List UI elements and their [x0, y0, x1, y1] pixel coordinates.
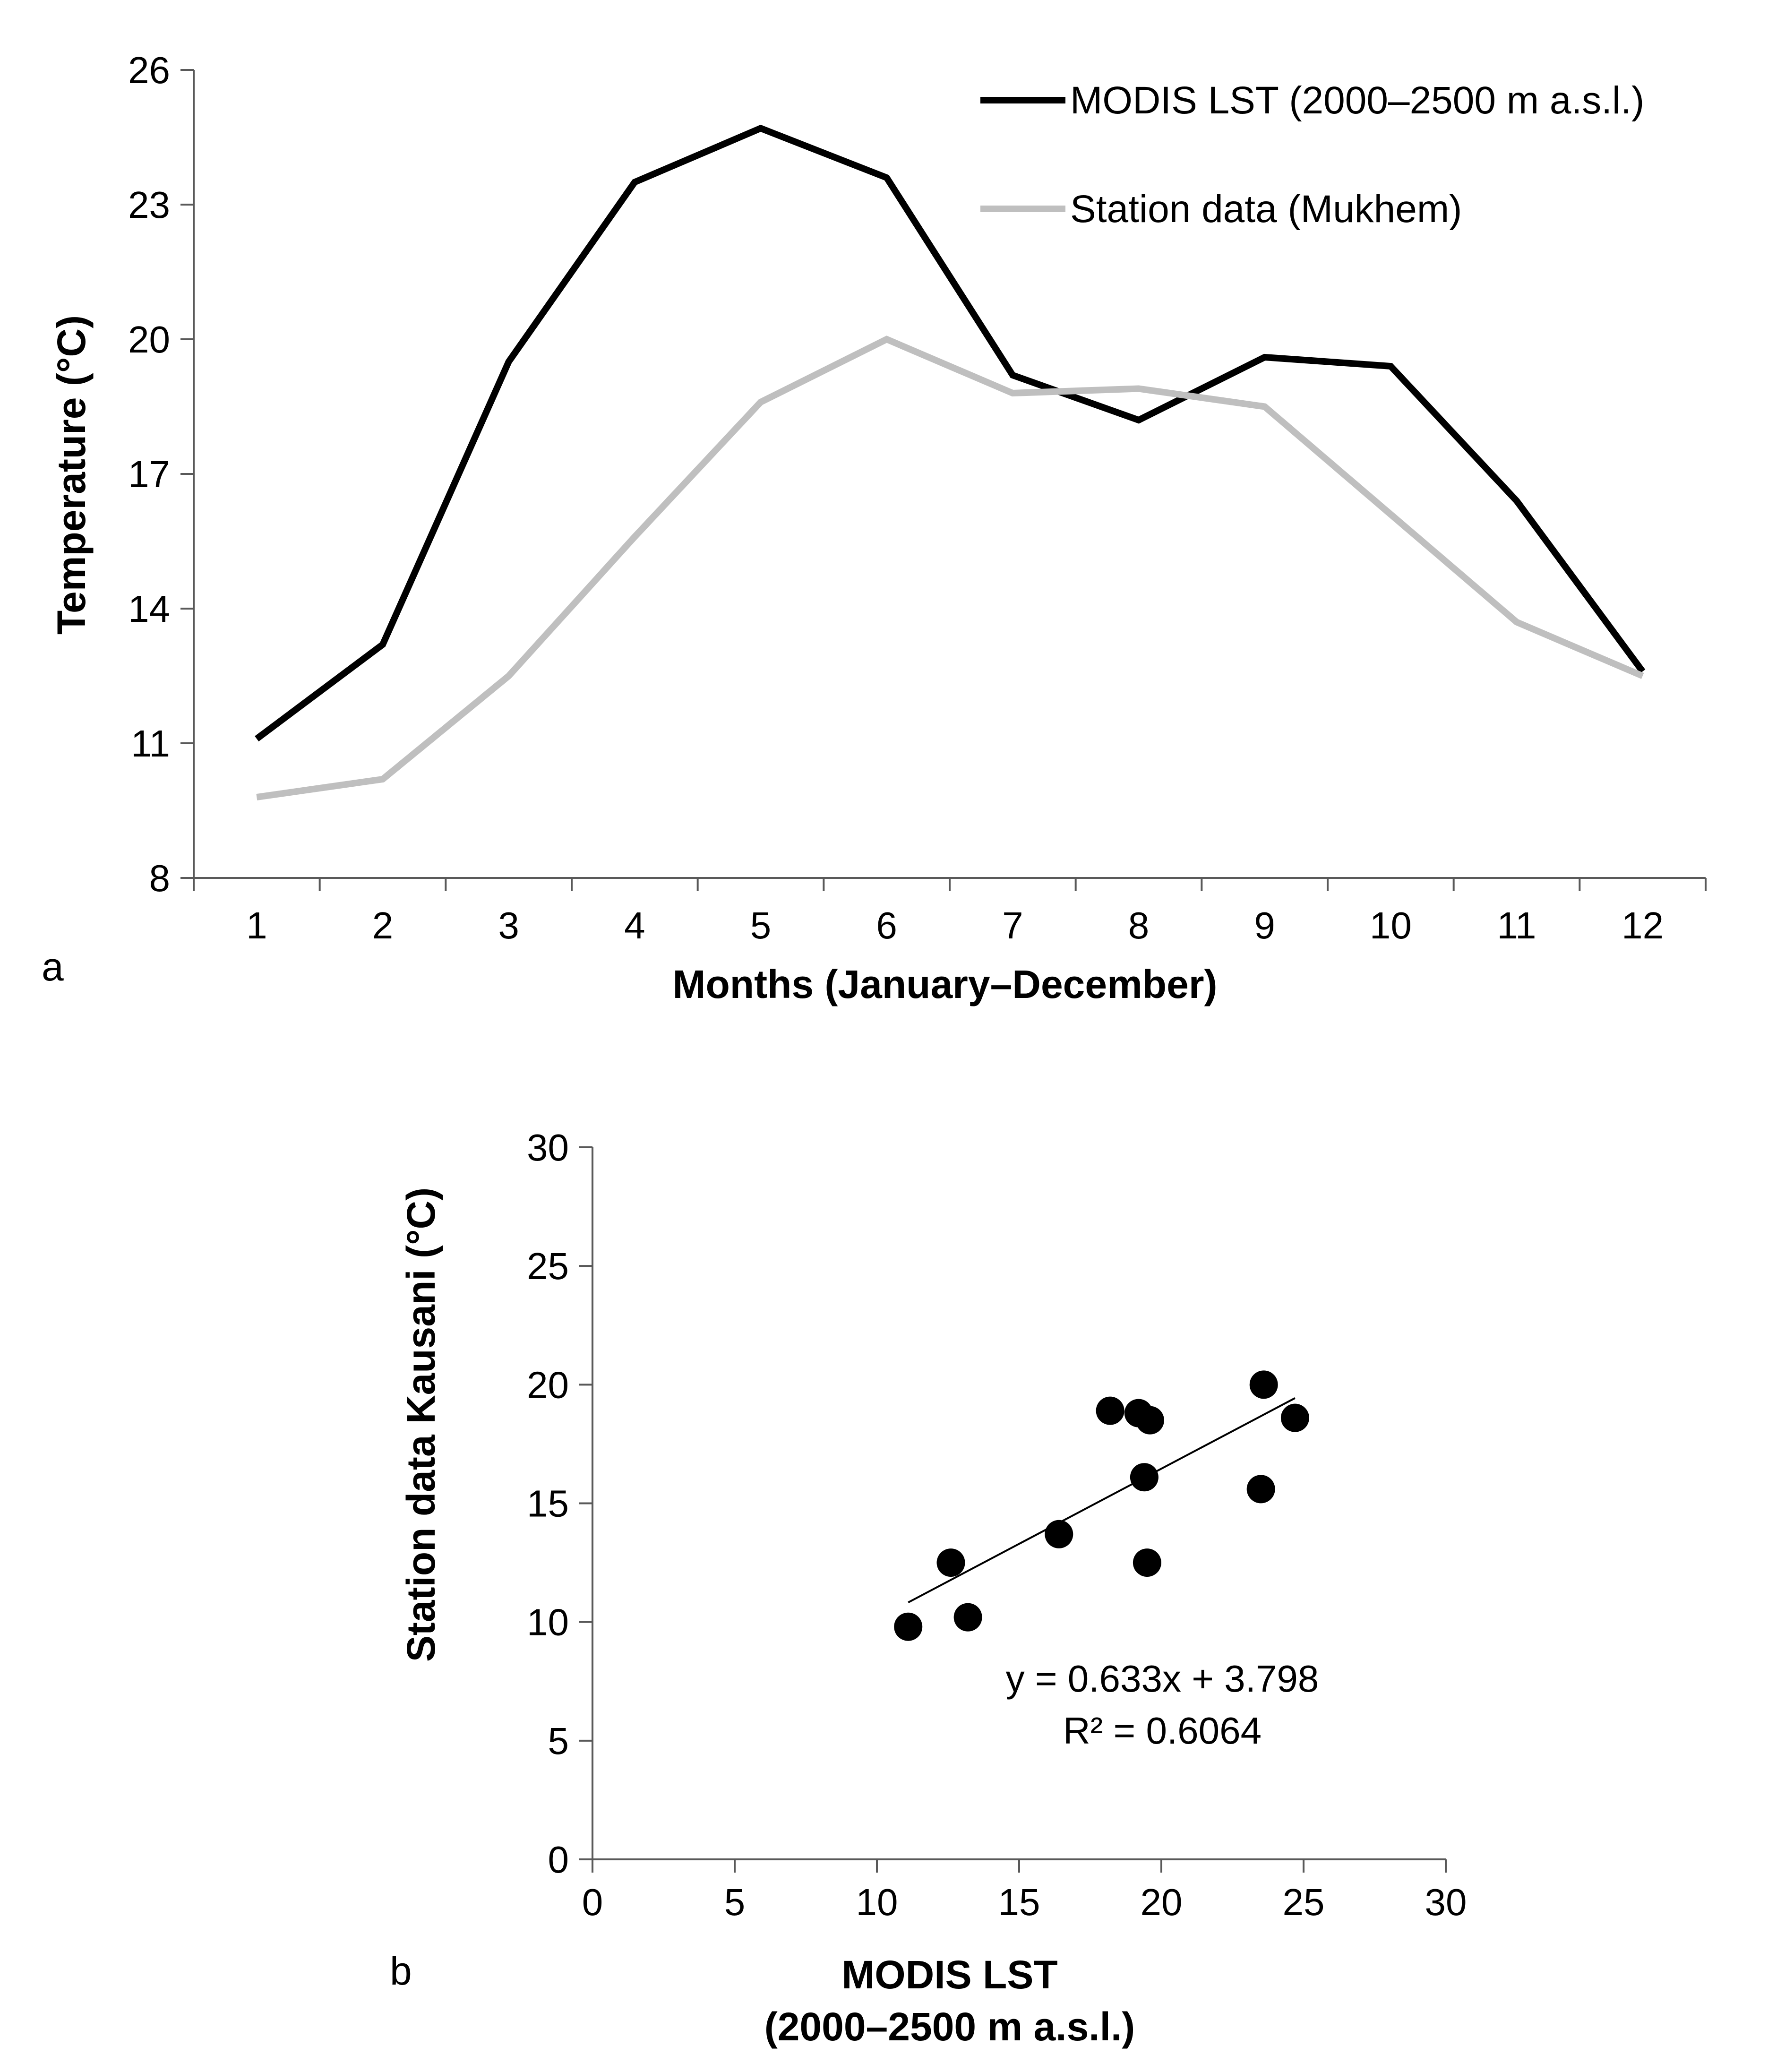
x-tick-label: 20 — [1141, 1881, 1183, 1923]
scatter-points — [894, 1370, 1309, 1641]
x-tick-label: 10 — [856, 1881, 898, 1923]
x-tick-label: 5 — [724, 1881, 746, 1923]
x-tick-label: 12 — [1622, 904, 1664, 946]
y-tick-label: 15 — [527, 1483, 569, 1525]
scatter-chart-tick-labels: 0 5 10 15 20 25 30 0 5 10 15 20 25 30 — [527, 1126, 1467, 1923]
x-tick-label: 25 — [1283, 1881, 1325, 1923]
y-tick-label: 20 — [527, 1364, 569, 1406]
trendline-equation: y = 0.633x + 3.798 — [1006, 1658, 1319, 1700]
y-tick-label: 30 — [527, 1126, 569, 1169]
y-tick-label: 8 — [149, 857, 171, 899]
scatter-point — [1096, 1396, 1124, 1425]
y-tick-label: 11 — [131, 722, 170, 765]
y-tick-label: 14 — [128, 588, 170, 630]
line-chart-legend: MODIS LST (2000–2500 m a.s.l.) Station d… — [980, 79, 1644, 231]
x-axis-title-b-line1: MODIS LST — [841, 1952, 1057, 1997]
line-chart-series — [255, 124, 1646, 800]
scatter-point — [894, 1612, 923, 1641]
y-tick-label: 20 — [128, 318, 170, 361]
x-tick-label: 10 — [1370, 904, 1412, 946]
scatter-point — [1135, 1406, 1164, 1435]
scatter-point — [1249, 1370, 1278, 1399]
y-tick-label: 25 — [527, 1245, 569, 1287]
x-tick-label: 5 — [750, 904, 772, 946]
x-tick-label: 2 — [372, 904, 394, 946]
x-axis-title-a: Months (January–December) — [673, 962, 1218, 1006]
x-tick-label: 6 — [876, 904, 897, 946]
x-tick-label: 4 — [624, 904, 645, 946]
legend-label-modis: MODIS LST (2000–2500 m a.s.l.) — [1070, 79, 1644, 122]
scatter-trendline — [908, 1397, 1296, 1604]
x-tick-label: 1 — [246, 904, 267, 946]
x-tick-label: 0 — [582, 1881, 603, 1923]
x-tick-label: 30 — [1425, 1881, 1467, 1923]
y-tick-label: 17 — [128, 453, 170, 495]
x-tick-label: 3 — [498, 904, 519, 946]
y-tick-label: 26 — [128, 49, 170, 91]
scatter-chart-panel-b: 0 5 10 15 20 25 30 0 5 10 15 20 25 30 y = 0.633x + 3.… — [390, 1126, 1467, 2049]
scatter-point — [953, 1603, 982, 1632]
x-tick-label: 9 — [1254, 904, 1275, 946]
trendline — [908, 1397, 1296, 1604]
series-line-station — [256, 335, 1644, 800]
scatter-point — [1280, 1403, 1309, 1432]
scatter-point — [936, 1548, 965, 1577]
y-tick-label: 0 — [548, 1839, 569, 1881]
legend-label-station: Station data (Mukhem) — [1070, 188, 1462, 231]
scatter-point — [1045, 1520, 1073, 1548]
line-chart-axes — [180, 69, 1707, 891]
y-axis-title-a: Temperature (°C) — [49, 315, 94, 635]
scatter-point — [1130, 1463, 1159, 1492]
panel-label-b: b — [390, 1949, 412, 1993]
y-tick-label: 5 — [548, 1720, 569, 1762]
panel-label-a: a — [42, 945, 64, 989]
scatter-point — [1133, 1548, 1161, 1577]
y-tick-label: 23 — [128, 184, 170, 226]
series-line-modis — [255, 124, 1646, 742]
y-axis-title-b: Station data Kausani (°C) — [399, 1187, 443, 1662]
y-tick-label: 10 — [527, 1601, 569, 1643]
trendline-r-squared: R² = 0.6064 — [1063, 1710, 1262, 1752]
x-tick-label: 8 — [1128, 904, 1150, 946]
scatter-point — [1246, 1475, 1275, 1504]
scatter-chart-axes — [579, 1146, 1447, 1873]
x-tick-label: 11 — [1497, 904, 1536, 946]
x-axis-title-b-line2: (2000–2500 m a.s.l.) — [764, 2004, 1135, 2049]
x-tick-label: 15 — [998, 1881, 1040, 1923]
x-tick-label: 7 — [1002, 904, 1023, 946]
